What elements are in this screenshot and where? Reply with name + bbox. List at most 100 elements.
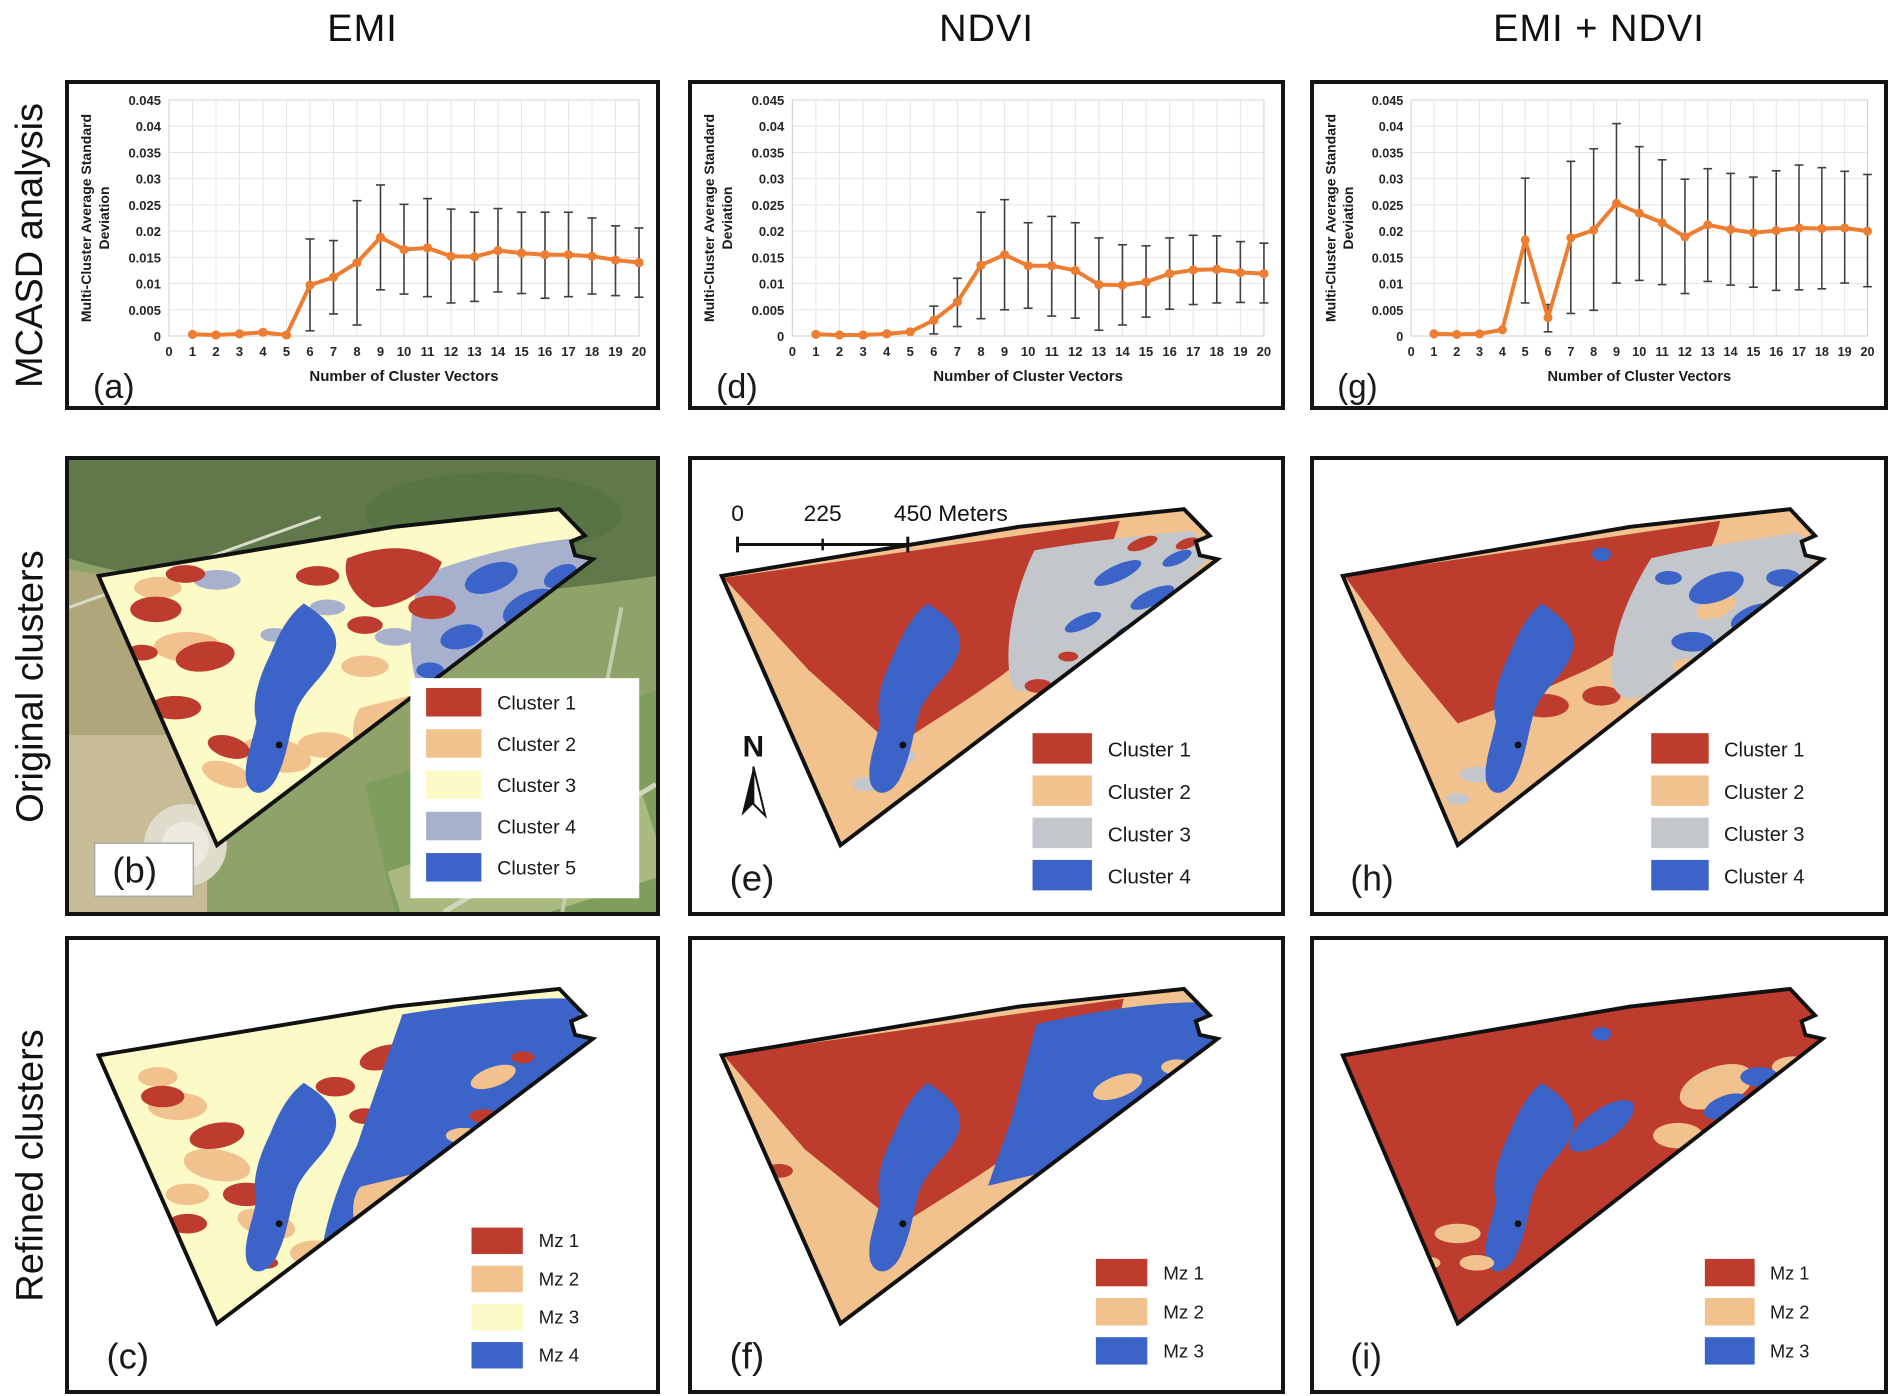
x-tick-label: 13 xyxy=(467,344,481,359)
x-tick-label: 16 xyxy=(538,344,552,359)
x-tick-label: 7 xyxy=(330,344,337,359)
x-tick-label: 10 xyxy=(397,344,411,359)
y-tick-label: 0.045 xyxy=(752,93,785,108)
x-tick-label: 12 xyxy=(444,344,458,359)
map-refined-emi-ndvi: Mz 1 Mz 2 Mz 3 (i) xyxy=(1339,986,1868,1381)
x-tick-label: 17 xyxy=(1792,344,1806,359)
field-outline xyxy=(95,507,598,849)
field-outline xyxy=(1339,986,1828,1327)
x-tick-label: 13 xyxy=(1092,344,1107,359)
y-tick-label: 0.02 xyxy=(759,224,784,239)
y-tick-label: 0.015 xyxy=(752,250,785,265)
legend-label: Mz 2 xyxy=(1163,1302,1204,1323)
lake-zone xyxy=(869,1082,961,1272)
y-tick-label: 0.01 xyxy=(136,277,161,292)
legend-swatch xyxy=(1095,1337,1148,1365)
sample-point xyxy=(899,741,907,749)
legend-label: Mz 1 xyxy=(1770,1262,1809,1283)
y-tick-label: 0.01 xyxy=(1379,276,1404,291)
legend-swatch xyxy=(1032,775,1092,806)
legend-label: Mz 1 xyxy=(1163,1263,1204,1284)
x-tick-label: 5 xyxy=(283,344,290,359)
legend-swatch xyxy=(1704,1337,1755,1365)
legend-refined-emi: Mz 1 Mz 2 Mz 3 Mz 4 xyxy=(455,1217,640,1385)
data-markers xyxy=(811,250,1269,340)
lake-zone xyxy=(869,603,961,793)
panel-original-ndvi: 0 225 450 Meters N Cluster 1 Cluster 2 Clu… xyxy=(688,456,1285,916)
y-tick-label: 0.015 xyxy=(1372,250,1404,265)
map-original-emi-ndvi: Cluster 1 Cluster 2 Cluster 3 Cluster 4 (h) xyxy=(1339,507,1868,907)
legend-label: Mz 2 xyxy=(539,1268,580,1289)
legend-label: Cluster 2 xyxy=(1724,782,1804,804)
x-tick-label: 2 xyxy=(836,344,843,359)
legend-swatch xyxy=(426,729,482,758)
y-tick-label: 0.04 xyxy=(759,119,785,134)
legend-swatch xyxy=(1032,817,1092,849)
sample-point xyxy=(937,772,945,780)
map-refined-ndvi: Mz 1 Mz 2 Mz 3 (f) xyxy=(718,986,1265,1381)
legend-refined-ndvi: Mz 1 Mz 2 Mz 3 xyxy=(1080,1249,1265,1381)
sample-point xyxy=(1514,1220,1522,1228)
legend-label: Cluster 4 xyxy=(1724,866,1804,888)
map-original-emi: Cluster 1 Cluster 2 Cluster 3 Cluster 4 Clus… xyxy=(69,460,656,912)
map-refined-emi: Mz 1 Mz 2 Mz 3 Mz 4 (c) xyxy=(95,986,640,1385)
sample-point xyxy=(1552,772,1559,780)
sample-point xyxy=(1552,1251,1559,1259)
x-axis-title: Number of Cluster Vectors xyxy=(933,368,1123,385)
legend-swatch xyxy=(1651,859,1709,891)
mcasd-line xyxy=(1431,201,1870,337)
x-tick-label: 17 xyxy=(561,344,575,359)
legend-label: Mz 1 xyxy=(539,1230,580,1251)
y-axis-title: Multi-Cluster Average Standard xyxy=(1324,114,1339,322)
x-tick-label: 4 xyxy=(259,344,267,359)
panel-letter: (c) xyxy=(106,1336,149,1377)
y-tick-label: 0.03 xyxy=(759,172,784,187)
legend-label: Cluster 2 xyxy=(497,734,576,756)
panel-refined-ndvi: Mz 1 Mz 2 Mz 3 (f) xyxy=(688,936,1285,1394)
panel-refined-emi: Mz 1 Mz 2 Mz 3 Mz 4 (c) xyxy=(65,936,660,1394)
x-tick-label: 3 xyxy=(859,344,866,359)
y-tick-label: 0.005 xyxy=(128,303,161,318)
svg-text:450 Meters: 450 Meters xyxy=(894,500,1008,526)
column-title-emi-ndvi: EMI + NDVI xyxy=(1493,8,1705,50)
legend-original-emi-ndvi: Cluster 1 Cluster 2 Cluster 3 Cluster 4 xyxy=(1635,723,1868,907)
x-tick-label: 11 xyxy=(421,344,435,359)
column-title-ndvi: NDVI xyxy=(939,8,1034,50)
x-axis-title: Number of Cluster Vectors xyxy=(309,368,498,385)
y-tick-label: 0.01 xyxy=(759,277,784,292)
panel-letter: (h) xyxy=(1350,858,1393,899)
row-title-original-clusters: Original clusters xyxy=(0,456,62,916)
north-arrow: N xyxy=(741,731,768,819)
legend-swatch xyxy=(1032,859,1092,891)
scale-bar: 0 225 450 Meters xyxy=(731,500,1008,553)
field-outline xyxy=(718,507,1223,849)
y-axis-title: Deviation xyxy=(719,187,735,250)
y-tick-label: 0 xyxy=(154,329,161,344)
sample-point xyxy=(275,1220,283,1228)
y-tick-label: 0.015 xyxy=(128,250,161,265)
sample-point xyxy=(937,1251,945,1259)
legend-label: Cluster 1 xyxy=(497,693,576,715)
x-tick-label: 8 xyxy=(353,344,360,359)
legend-label: Cluster 1 xyxy=(1724,740,1804,762)
legend-label: Mz 3 xyxy=(1770,1341,1809,1362)
sample-point xyxy=(314,1251,322,1259)
x-tick-label: 12 xyxy=(1068,344,1083,359)
field-outline xyxy=(718,986,1223,1327)
legend-label: Cluster 2 xyxy=(1108,781,1191,804)
y-axis-title: Multi-Cluster Average Standard xyxy=(78,114,94,322)
x-tick-label: 8 xyxy=(1590,344,1597,359)
legend-label: Cluster 4 xyxy=(1108,866,1191,889)
legend-swatch xyxy=(471,1303,523,1331)
x-tick-label: 15 xyxy=(1139,344,1154,359)
legend-label: Cluster 4 xyxy=(497,816,576,838)
x-tick-label: 7 xyxy=(1567,344,1574,359)
x-tick-label: 19 xyxy=(608,344,622,359)
legend-swatch xyxy=(1651,733,1709,764)
y-tick-label: 0.035 xyxy=(1372,145,1404,160)
y-tick-label: 0.035 xyxy=(128,145,161,160)
panel-letter: (i) xyxy=(1350,1336,1381,1376)
panel-letter: (e) xyxy=(730,858,775,899)
row-title-mcasd: MCASD analysis xyxy=(0,80,62,410)
